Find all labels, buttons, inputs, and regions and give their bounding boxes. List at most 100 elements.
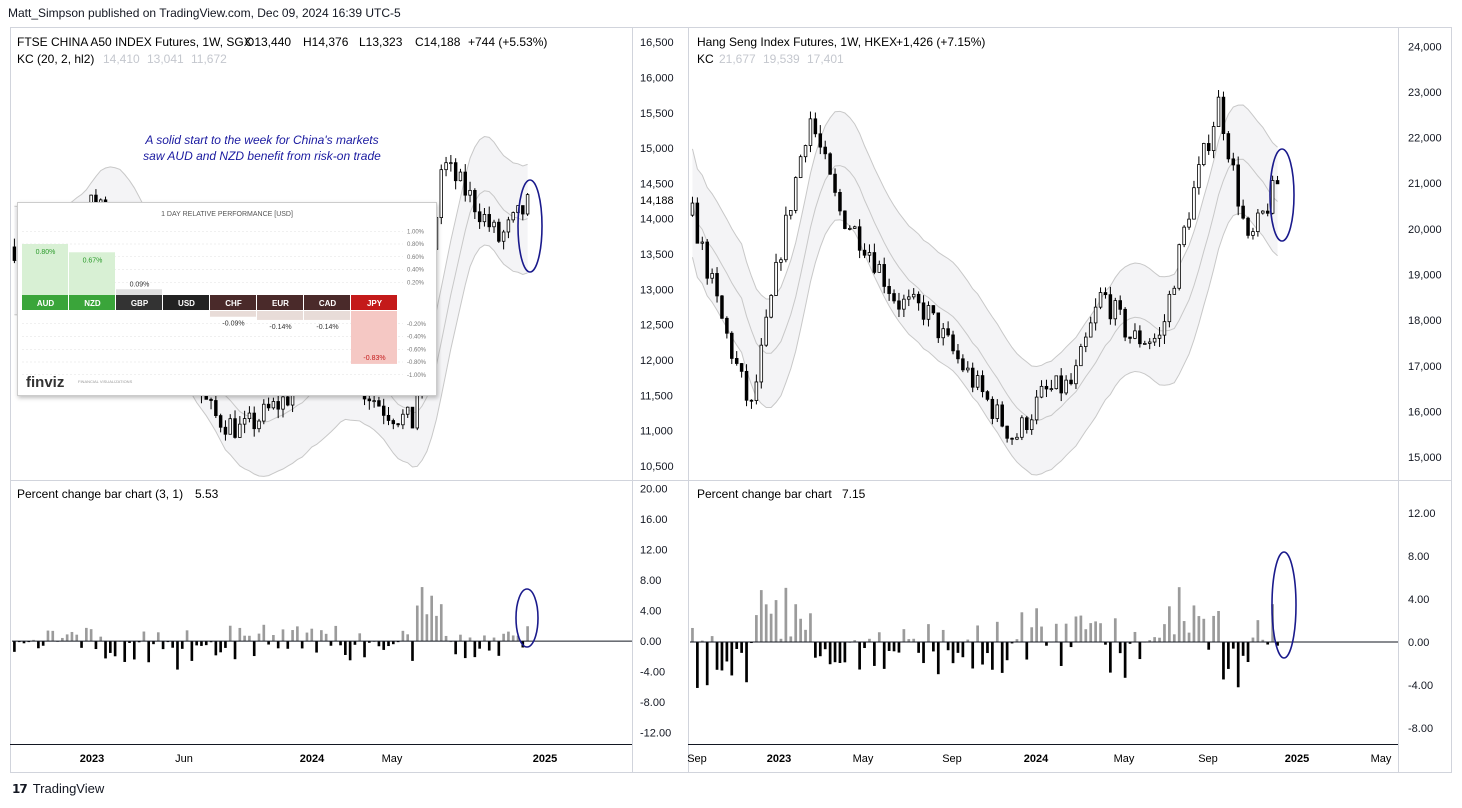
a50-candle <box>209 398 213 401</box>
hsi-pct-bar <box>759 590 763 643</box>
hsi-candle <box>774 261 778 296</box>
a50-pct-bar <box>396 641 400 643</box>
hsi-candle <box>1088 322 1093 338</box>
a50-pct-y-tick-3: 8.00 <box>640 575 661 587</box>
a50-candle <box>497 221 501 242</box>
a50-kc-label: KC (20, 2, hl2) <box>17 52 94 66</box>
hsi-pct-bar <box>986 642 989 654</box>
finviz-y-tick-5: -0.20% <box>407 322 427 328</box>
hsi-candle <box>1074 365 1078 385</box>
a50-pct-bar <box>89 629 93 642</box>
hsi-candle <box>1162 321 1167 336</box>
hsi-pct-bar <box>735 642 739 649</box>
hsi-y-tick-3: 21,000 <box>1408 178 1442 190</box>
a50-pct-bar <box>128 641 131 643</box>
hsi-candle <box>852 226 857 229</box>
hsi-pct-bar <box>1236 642 1240 688</box>
hsi-candle <box>1005 425 1009 439</box>
hsi-pct-bar <box>1113 618 1117 643</box>
a50-pct-bar <box>156 632 160 642</box>
a50-pct-bar <box>276 641 280 649</box>
a50-pct-bar <box>281 629 285 642</box>
a50-pct-bar <box>507 631 510 642</box>
a50-pct-bar <box>468 637 472 642</box>
a50-pct-bar <box>224 641 227 648</box>
a50-kc-upper: 14,410 <box>103 52 140 66</box>
a50-pct-bar <box>171 641 174 648</box>
hsi-candle <box>966 367 970 371</box>
hsi-candle <box>1231 158 1236 166</box>
hsi-candle <box>1044 385 1049 390</box>
a50-pct-bar <box>109 641 112 653</box>
hsi-pct-bar <box>1231 642 1235 649</box>
a50-pct-bar <box>305 632 309 642</box>
a50-candle <box>521 205 525 215</box>
hsi-candle <box>695 202 700 244</box>
a50-pct-bar <box>176 641 179 670</box>
a50-candle <box>463 171 467 196</box>
a50-open: O13,440 <box>245 35 291 49</box>
a50-kc-lower: 11,672 <box>191 52 227 66</box>
a50-pct-bar <box>85 627 88 642</box>
hsi-candle <box>916 293 921 304</box>
a50-pct-bar <box>391 641 395 645</box>
hsi-candle <box>1147 341 1152 344</box>
hsi-candle <box>911 293 916 298</box>
a50-candle <box>281 396 285 410</box>
a50-candle <box>377 400 381 407</box>
a50-candle <box>468 189 472 196</box>
hsi-pct-bar <box>725 642 729 662</box>
a50-pct-bar <box>459 634 462 642</box>
hsi-candle <box>1192 187 1196 220</box>
hsi-candle <box>784 214 788 261</box>
finviz-label-box-nzd <box>69 295 115 310</box>
a50-pct-bar <box>473 641 477 658</box>
a50-pct-bar <box>368 641 371 643</box>
hsi-candle <box>902 298 906 310</box>
hsi-y-tick-2: 22,000 <box>1408 133 1442 145</box>
hsi-x-tick-2: May <box>853 753 874 765</box>
tradingview-logo-icon: 𝟭𝟳 <box>12 781 28 796</box>
hsi-pct-bar <box>1246 642 1250 663</box>
a50-pct-bar <box>415 605 419 642</box>
finviz-label-box-chf <box>210 295 256 310</box>
hsi-pct-bar <box>1182 621 1186 643</box>
a50-pct-bar <box>401 630 405 642</box>
finviz-label-box-jpy <box>351 295 397 310</box>
hsi-pct-bar <box>892 642 896 652</box>
finviz-y-tick-8: -0.80% <box>407 360 427 366</box>
a50-pct-bar <box>300 641 304 649</box>
a50-x-tick-4: 2025 <box>533 753 557 765</box>
a50-pct-bar <box>142 631 146 642</box>
hsi-pct-bar <box>868 638 871 643</box>
hsi-pct-bar <box>1109 642 1112 673</box>
a50-pct-y-tick-1: 16.00 <box>640 514 668 526</box>
hsi-pct-bar <box>784 587 788 643</box>
hsi-candle <box>857 226 862 251</box>
finviz-y-tick-6: -0.40% <box>407 335 427 341</box>
finviz-label-nzd: NZD <box>84 299 101 308</box>
a50-pct-bar <box>113 641 117 657</box>
a50-last-price-label: 14,188 <box>640 195 674 207</box>
hsi-pct-bar <box>1177 587 1181 643</box>
finviz-label-usd: USD <box>178 299 195 308</box>
hsi-candle <box>725 317 729 334</box>
hsi-pct-bar <box>1015 639 1019 643</box>
a50-candle <box>405 406 410 415</box>
a50-pct-bar <box>209 641 213 643</box>
hsi-pct-bar <box>710 636 714 643</box>
hsi-candle <box>818 133 823 148</box>
a50-pct-bar <box>190 641 194 661</box>
hsi-x-tick-5: May <box>1114 753 1135 765</box>
finviz-bar-eur <box>257 311 303 320</box>
a50-x-tick-3: May <box>382 753 403 765</box>
hsi-pct-bar <box>1227 642 1230 669</box>
hsi-candle <box>907 296 911 300</box>
hsi-pct-bar <box>769 613 773 643</box>
hsi-y-tick-8: 16,000 <box>1408 407 1442 419</box>
a50-candle <box>444 162 448 171</box>
a50-pct-bar <box>65 634 69 642</box>
a50-y-tick-12: 10,500 <box>640 461 674 473</box>
hsi-candle <box>764 316 768 346</box>
a50-candle <box>386 414 391 421</box>
